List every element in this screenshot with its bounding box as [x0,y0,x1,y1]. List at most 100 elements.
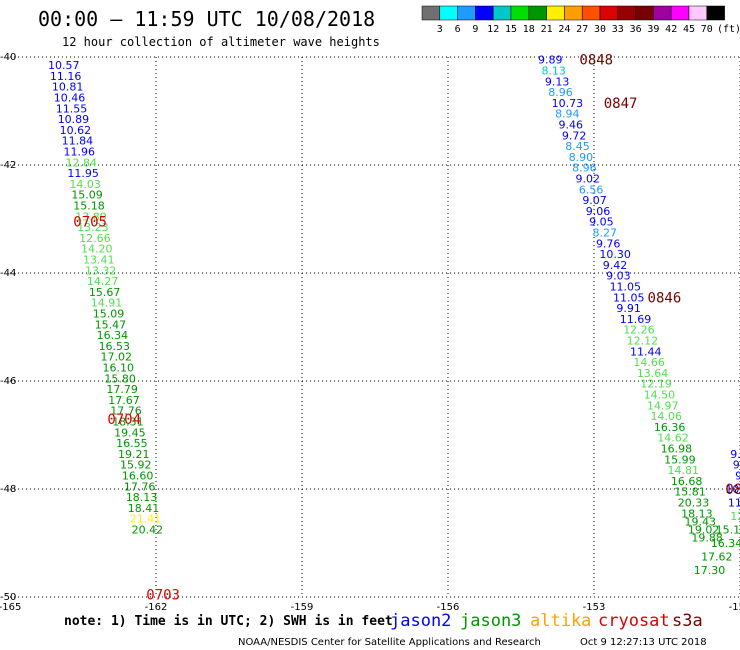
data-label: 9.72 [562,129,587,142]
colorbar-swatch [581,5,601,21]
data-label: 18.13 [126,491,157,504]
y-tick-label: -46 [0,376,16,387]
data-label: 12.26 [623,324,655,337]
colorbar-label: 39 [647,24,659,35]
data-label: 13.64 [637,367,669,380]
data-label: 19.88 [691,532,723,545]
data-label: 11.05 [610,281,642,294]
data-label: 16.98 [661,443,693,456]
data-label: 14.66 [633,356,665,369]
data-label: 19.02 [688,524,720,537]
data-label: 18.31 [112,416,144,429]
data-label: 19.21 [118,448,150,461]
data-label: 11.05 [613,291,645,304]
data-label: 11.69 [620,313,652,326]
data-label: 10.30 [599,248,631,261]
footer-credit: NOAA/NESDIS Center for Satellite Applica… [238,637,541,648]
data-label: 17.67 [108,394,140,407]
data-label: 11.16 [50,70,81,83]
data-label: 17.76 [110,405,141,418]
data-label: 10.81 [52,81,84,94]
data-label: 9.06 [586,205,611,218]
data-label: 11.44 [630,345,662,358]
data-label: 14.91 [91,297,123,310]
data-label: 8.27 [593,227,618,240]
data-label: 12.19 [640,378,672,391]
data-label: 12.12 [627,335,659,348]
time-labels: 0705 0704 0703 0848 0847 0846 0845 [73,53,740,604]
data-label: 9. [730,448,740,461]
colorbar-swatch [528,5,547,21]
data-label: 18.41 [128,502,160,515]
data-label: 15.92 [120,459,152,472]
data-label: 10.73 [552,97,584,110]
data-label: 11.95 [67,167,99,180]
colorbar-swatch [564,5,583,21]
colorbar-swatch [706,5,725,21]
y-axis-ticks: -40 -42 -44 -46 -48 -50 [0,52,16,603]
colorbar-label: 45 [683,24,695,35]
data-label: 15.09 [93,308,125,321]
data-label: 16.53 [99,340,131,353]
data-label: 14.62 [657,432,689,445]
colorbar-swatch [670,5,690,21]
data-label: 11.55 [56,102,88,115]
data-label: 13.23 [77,221,109,234]
data-label: 14.06 [650,410,682,423]
colorbar-swatch [688,5,708,21]
data-label: 14.50 [644,389,676,402]
colorbar-swatch [475,5,494,21]
colorbar-label: 9 [472,24,478,35]
colorbar-label: 12 [487,24,499,35]
data-label: 9.42 [603,259,628,272]
data-label: 10.57 [48,59,80,72]
data-label: 14.20 [81,243,113,256]
chart-title: 00:00 – 11:59 UTC 10/08/2018 [38,7,375,31]
footer-note: note: 1) Time is in UTC; 2) SWH is in fe… [64,614,393,629]
data-label: 10.89 [58,113,89,126]
data-label: 14.03 [69,178,101,191]
chart-subtitle: 12 hour collection of altimeter wave hei… [62,35,380,49]
data-label: 16.60 [122,470,154,483]
data-label: 9.13 [545,75,570,88]
data-label: 16.36 [654,421,686,434]
data-label: 17.02 [101,351,132,364]
colorbar-label: 36 [630,24,642,35]
footer-generated: Oct 9 12:27:13 UTC 2018 [580,637,707,648]
y-tick-label: -40 [0,52,16,63]
data-label: 13.41 [83,254,115,267]
data-label: 9 [733,459,740,472]
time-label: 0845 [725,482,740,498]
colorbar-swatch [492,5,512,21]
grid [10,56,740,598]
y-tick-label: -42 [0,160,16,171]
x-tick-label: -156 [437,602,460,613]
data-label: 17.76 [124,480,156,493]
colorbar-label: 30 [594,24,606,35]
data-label: 17.30 [694,564,726,577]
data-label: 8.96 [572,162,597,175]
colorbar-label: 21 [541,24,553,35]
data-label: 12.84 [65,156,97,169]
colorbar-label: 3 [437,24,443,35]
data-label: 10.46 [54,92,86,105]
time-label: 0848 [579,53,613,69]
data-label: 18.13 [681,507,713,520]
data-label: 8.90 [569,151,594,164]
data-label: 15.67 [89,286,121,299]
colorbar-label: 70 [701,24,713,35]
data-label: 20.42 [132,524,164,537]
data-label: 10.3 [725,483,740,496]
colorbar-legend: 3 6 9 12 15 18 21 24 27 30 33 36 39 42 45 70 [421,5,725,35]
colorbar-swatch [510,5,530,21]
y-tick-label: -44 [0,268,16,279]
colorbar-label: 27 [576,24,588,35]
data-label: 11.96 [64,146,96,159]
data-label: 21.41 [130,513,162,526]
data-label: 8.96 [548,86,573,99]
data-label: 9. [735,470,740,483]
data-label: 9.89 [538,54,563,67]
data-label: 11.84 [62,135,94,148]
data-label: 9.05 [589,216,614,229]
data-label: 16.10 [102,362,134,375]
